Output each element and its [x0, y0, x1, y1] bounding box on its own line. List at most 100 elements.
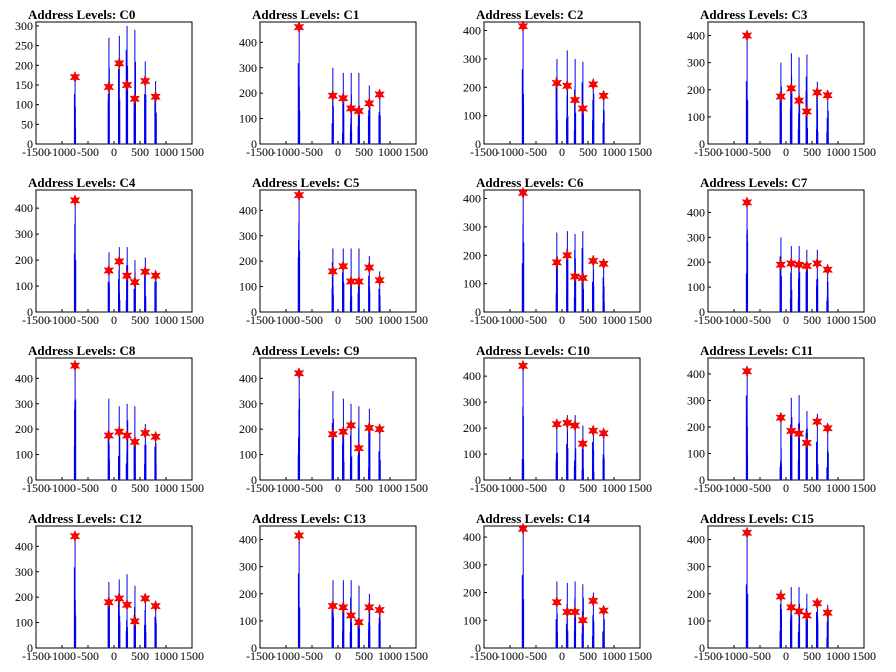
y-tick-label: 400: [687, 205, 705, 219]
peak-marker: [801, 105, 813, 118]
x-tick-label: -1500: [694, 649, 722, 663]
y-tick-label: 50: [21, 117, 33, 131]
chart-title: Address Levels: C8: [28, 343, 136, 358]
y-tick-label: 400: [15, 539, 33, 553]
peak-marker: [129, 435, 141, 449]
y-tick-label: 200: [239, 86, 257, 100]
y-tick-label: 100: [687, 614, 705, 628]
y-tick-label: 400: [463, 24, 481, 38]
chart-panel-6: Address Levels: C6 0 100 200 300 400 -1500-100…: [463, 175, 652, 327]
chart-panel-13: Address Levels: C13 0 100 200 300 400 -1500-10…: [239, 511, 428, 663]
x-tick-label: 1000: [602, 481, 626, 495]
chart-title: Address Levels: C4: [28, 175, 136, 190]
x-tick-label: -1000: [496, 313, 524, 327]
y-tick-label: 200: [463, 586, 481, 600]
peak-marker: [822, 606, 833, 619]
peak-marker: [775, 411, 787, 424]
x-tick-label: -1500: [22, 145, 50, 159]
x-tick-label: 500: [803, 313, 821, 327]
peak-marker: [113, 57, 125, 70]
x-tick-label: 0: [783, 313, 789, 327]
y-tick-label: 0: [699, 641, 705, 655]
x-tick-label: 1000: [154, 313, 178, 327]
peak-marker: [150, 269, 161, 282]
chart-panel-5: Address Levels: C5 0 100 200 300 400 -1500-100…: [239, 175, 428, 327]
peak-marker: [598, 427, 609, 440]
peak-marker: [353, 275, 365, 288]
x-tick-label: -1500: [22, 313, 50, 327]
x-tick-label: 1500: [180, 313, 204, 327]
chart-panel-0: Address Levels: C0 0 50 100 150 200 250 300 -150…: [15, 7, 204, 159]
peak-marker: [785, 82, 797, 95]
peak-marker: [822, 89, 833, 102]
y-tick-label: 400: [15, 371, 33, 385]
x-tick-label: -1000: [48, 145, 76, 159]
peak-marker: [811, 597, 823, 610]
x-tick-label: 0: [111, 313, 117, 327]
x-tick-label: 1500: [404, 145, 428, 159]
x-tick-label: 1500: [628, 481, 652, 495]
x-tick-label: 1500: [180, 145, 204, 159]
y-tick-label: 300: [15, 397, 33, 411]
x-tick-label: 0: [559, 145, 565, 159]
chart-title: Address Levels: C15: [700, 511, 814, 526]
x-tick-label: -1500: [694, 145, 722, 159]
peak-marker: [551, 418, 563, 431]
x-tick-label: 1500: [628, 313, 652, 327]
peak-marker: [811, 257, 823, 270]
x-tick-label: 0: [559, 481, 565, 495]
x-tick-label: -1000: [496, 649, 524, 663]
chart-title: Address Levels: C11: [700, 343, 813, 358]
y-tick-label: 200: [239, 254, 257, 268]
x-tick-label: -500: [525, 649, 547, 663]
y-tick-label: 0: [251, 137, 257, 151]
peak-marker: [561, 249, 573, 262]
peak-marker: [337, 601, 349, 614]
y-tick-label: 400: [687, 29, 705, 43]
peak-marker: [775, 590, 787, 603]
peak-marker: [577, 437, 589, 450]
peak-marker: [121, 78, 133, 92]
x-tick-label: -500: [301, 481, 323, 495]
peak-marker: [741, 365, 753, 378]
x-tick-label: -1000: [48, 481, 76, 495]
x-tick-label: 1000: [826, 649, 850, 663]
y-tick-label: 0: [27, 137, 33, 151]
peak-marker: [577, 614, 589, 627]
chart-title: Address Levels: C2: [476, 7, 583, 22]
x-tick-label: -500: [525, 481, 547, 495]
chart-panel-15: Address Levels: C15 0 100 200 300 400 -1500-10…: [687, 511, 876, 663]
x-tick-label: -1500: [246, 145, 274, 159]
y-tick-label: 400: [687, 533, 705, 547]
x-tick-label: 1500: [180, 649, 204, 663]
peak-marker: [121, 598, 133, 611]
peak-marker: [353, 442, 365, 455]
peak-marker: [569, 93, 581, 107]
peak-marker: [139, 426, 151, 440]
peak-marker: [363, 261, 375, 274]
x-tick-label: 1000: [602, 649, 626, 663]
chart-title: Address Levels: C0: [28, 7, 135, 22]
y-tick-label: 150: [15, 78, 33, 92]
chart-panel-11: Address Levels: C11 0 100 200 300 400 -1500-10…: [687, 343, 876, 495]
x-tick-label: 500: [579, 481, 597, 495]
plot-frame: [707, 189, 865, 313]
plot-frame: [707, 357, 865, 481]
x-tick-label: 500: [579, 313, 597, 327]
chart-panel-1: Address Levels: C1 0 100 200 300 400 -1500-100…: [239, 7, 428, 159]
peak-marker: [598, 89, 609, 102]
peak-marker: [517, 186, 529, 200]
y-tick-label: 0: [27, 473, 33, 487]
y-tick-label: 300: [463, 395, 481, 409]
plot-frame: [35, 21, 193, 145]
x-tick-label: -500: [301, 145, 323, 159]
x-tick-label: 0: [335, 649, 341, 663]
x-tick-label: -1500: [470, 313, 498, 327]
x-tick-label: 1500: [852, 481, 876, 495]
peak-marker: [793, 94, 805, 107]
y-tick-label: 100: [239, 614, 257, 628]
plot-frame: [707, 525, 865, 649]
x-tick-label: 500: [131, 649, 149, 663]
chart-panel-10: Address Levels: C10 0 100 200 300 400 -1500-10…: [463, 343, 652, 495]
